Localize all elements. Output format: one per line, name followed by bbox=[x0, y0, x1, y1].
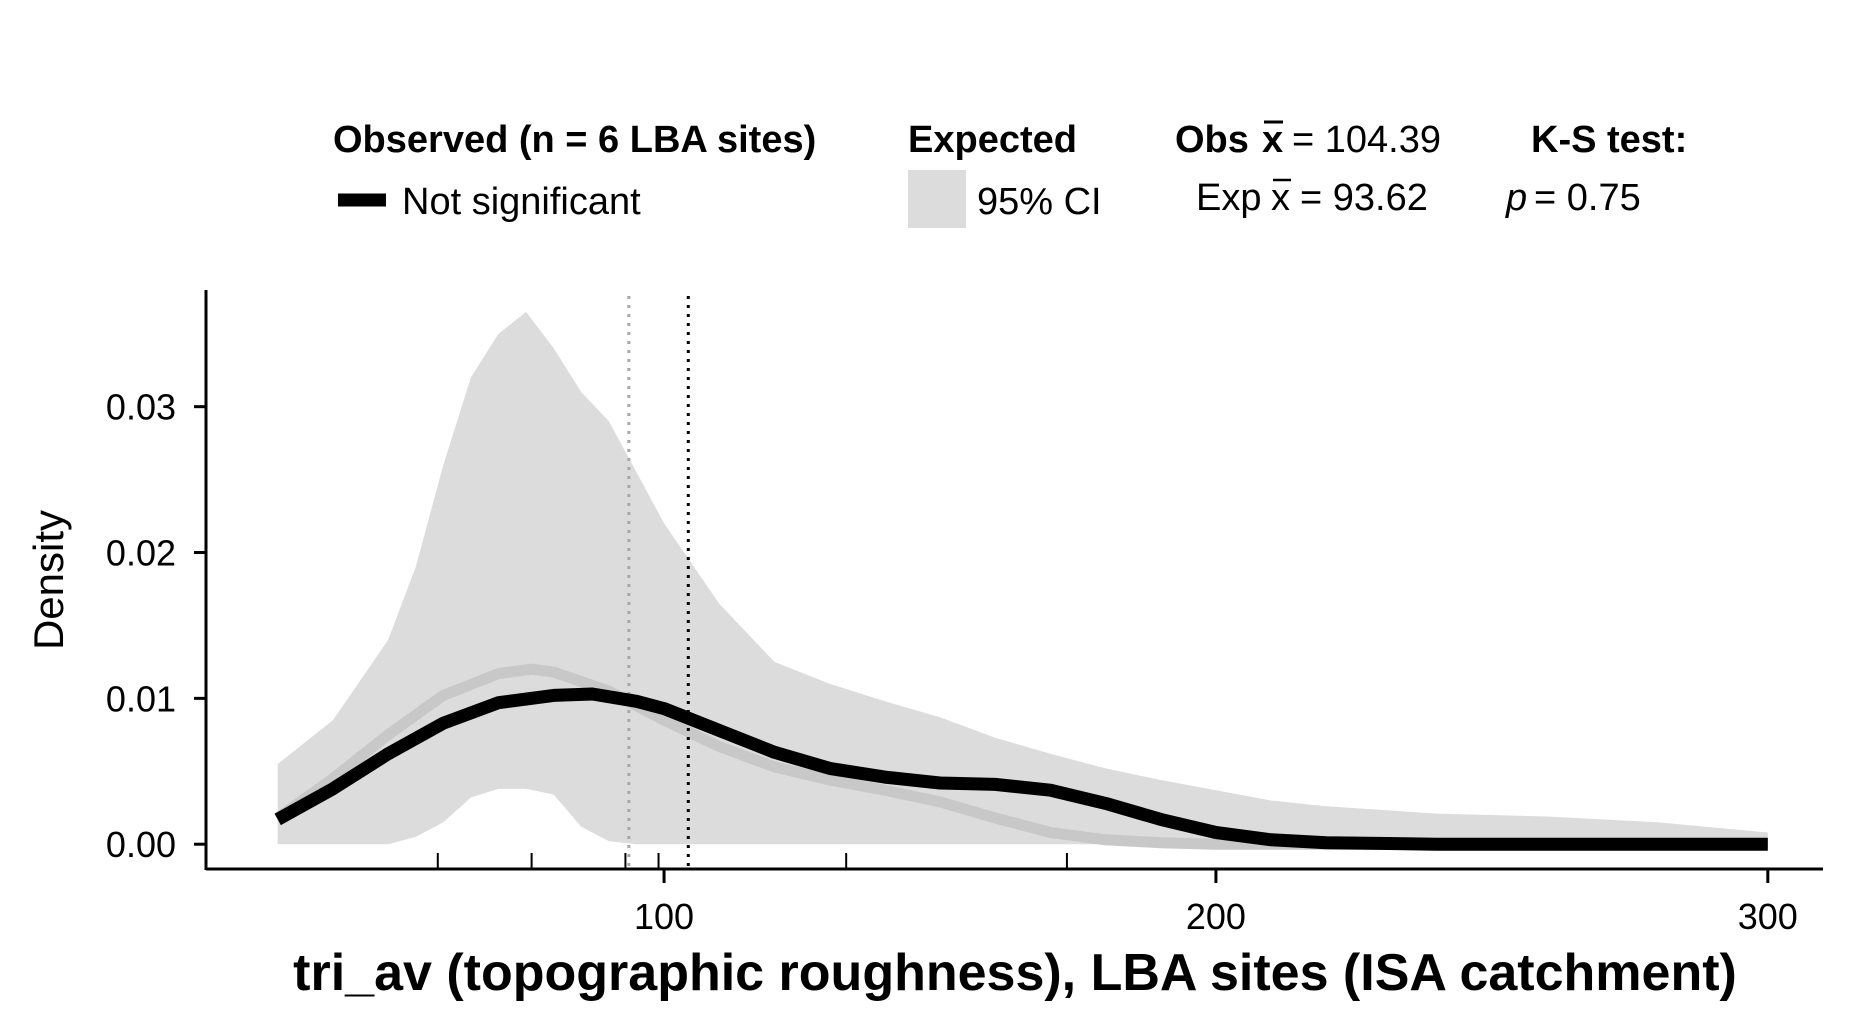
legend: Observed (n = 6 LBA sites) Not significa… bbox=[333, 119, 1687, 228]
x-rug-marks bbox=[436, 853, 1068, 869]
obs-mean-value: = 104.39 bbox=[1292, 119, 1441, 161]
y-axis: 0.00 0.01 0.02 0.03 Density bbox=[25, 290, 208, 870]
y-tick-label: 0.03 bbox=[106, 387, 176, 428]
y-axis-title: Density bbox=[25, 510, 72, 650]
exp-mean-value: = 93.62 bbox=[1300, 177, 1428, 219]
y-tick-label: 0.00 bbox=[106, 824, 176, 865]
y-ticks: 0.00 0.01 0.02 0.03 bbox=[106, 387, 206, 865]
legend-observed-title: Observed (n = 6 LBA sites) bbox=[333, 119, 816, 161]
plot-area bbox=[274, 296, 1768, 869]
ks-p-value: = 0.75 bbox=[1534, 177, 1641, 219]
x-tick-label: 200 bbox=[1186, 896, 1246, 937]
y-tick-label: 0.01 bbox=[106, 678, 176, 719]
exp-mean-label: Exp bbox=[1196, 177, 1261, 219]
legend-expected-title: Expected bbox=[908, 119, 1077, 161]
ks-test-title: K-S test: bbox=[1531, 119, 1687, 161]
obs-mean-xbar: x bbox=[1262, 119, 1283, 161]
y-tick-label: 0.02 bbox=[106, 533, 176, 574]
x-axis: 100 200 300 tri_av (topographic roughness)… bbox=[206, 853, 1823, 1002]
obs-mean-annotation: Obs x = 104.39 bbox=[1175, 119, 1441, 161]
x-axis-title: tri_av (topographic roughness), LBA site… bbox=[293, 944, 1737, 1002]
x-ticks: 100 200 300 bbox=[634, 869, 1798, 937]
exp-mean-annotation: Exp x = 93.62 bbox=[1196, 177, 1428, 219]
exp-mean-xbar: x bbox=[1271, 177, 1290, 219]
obs-mean-label: Obs bbox=[1175, 119, 1249, 161]
x-tick-label: 300 bbox=[1738, 896, 1798, 937]
observed-density-line bbox=[274, 687, 1768, 851]
x-tick-label: 100 bbox=[634, 896, 694, 937]
ci-band-area bbox=[277, 311, 1768, 845]
legend-observed-item: Not significant bbox=[402, 181, 641, 223]
legend-ci-swatch bbox=[908, 170, 966, 228]
ks-p-symbol: p bbox=[1505, 177, 1527, 219]
legend-ci-item: 95% CI bbox=[977, 181, 1102, 223]
